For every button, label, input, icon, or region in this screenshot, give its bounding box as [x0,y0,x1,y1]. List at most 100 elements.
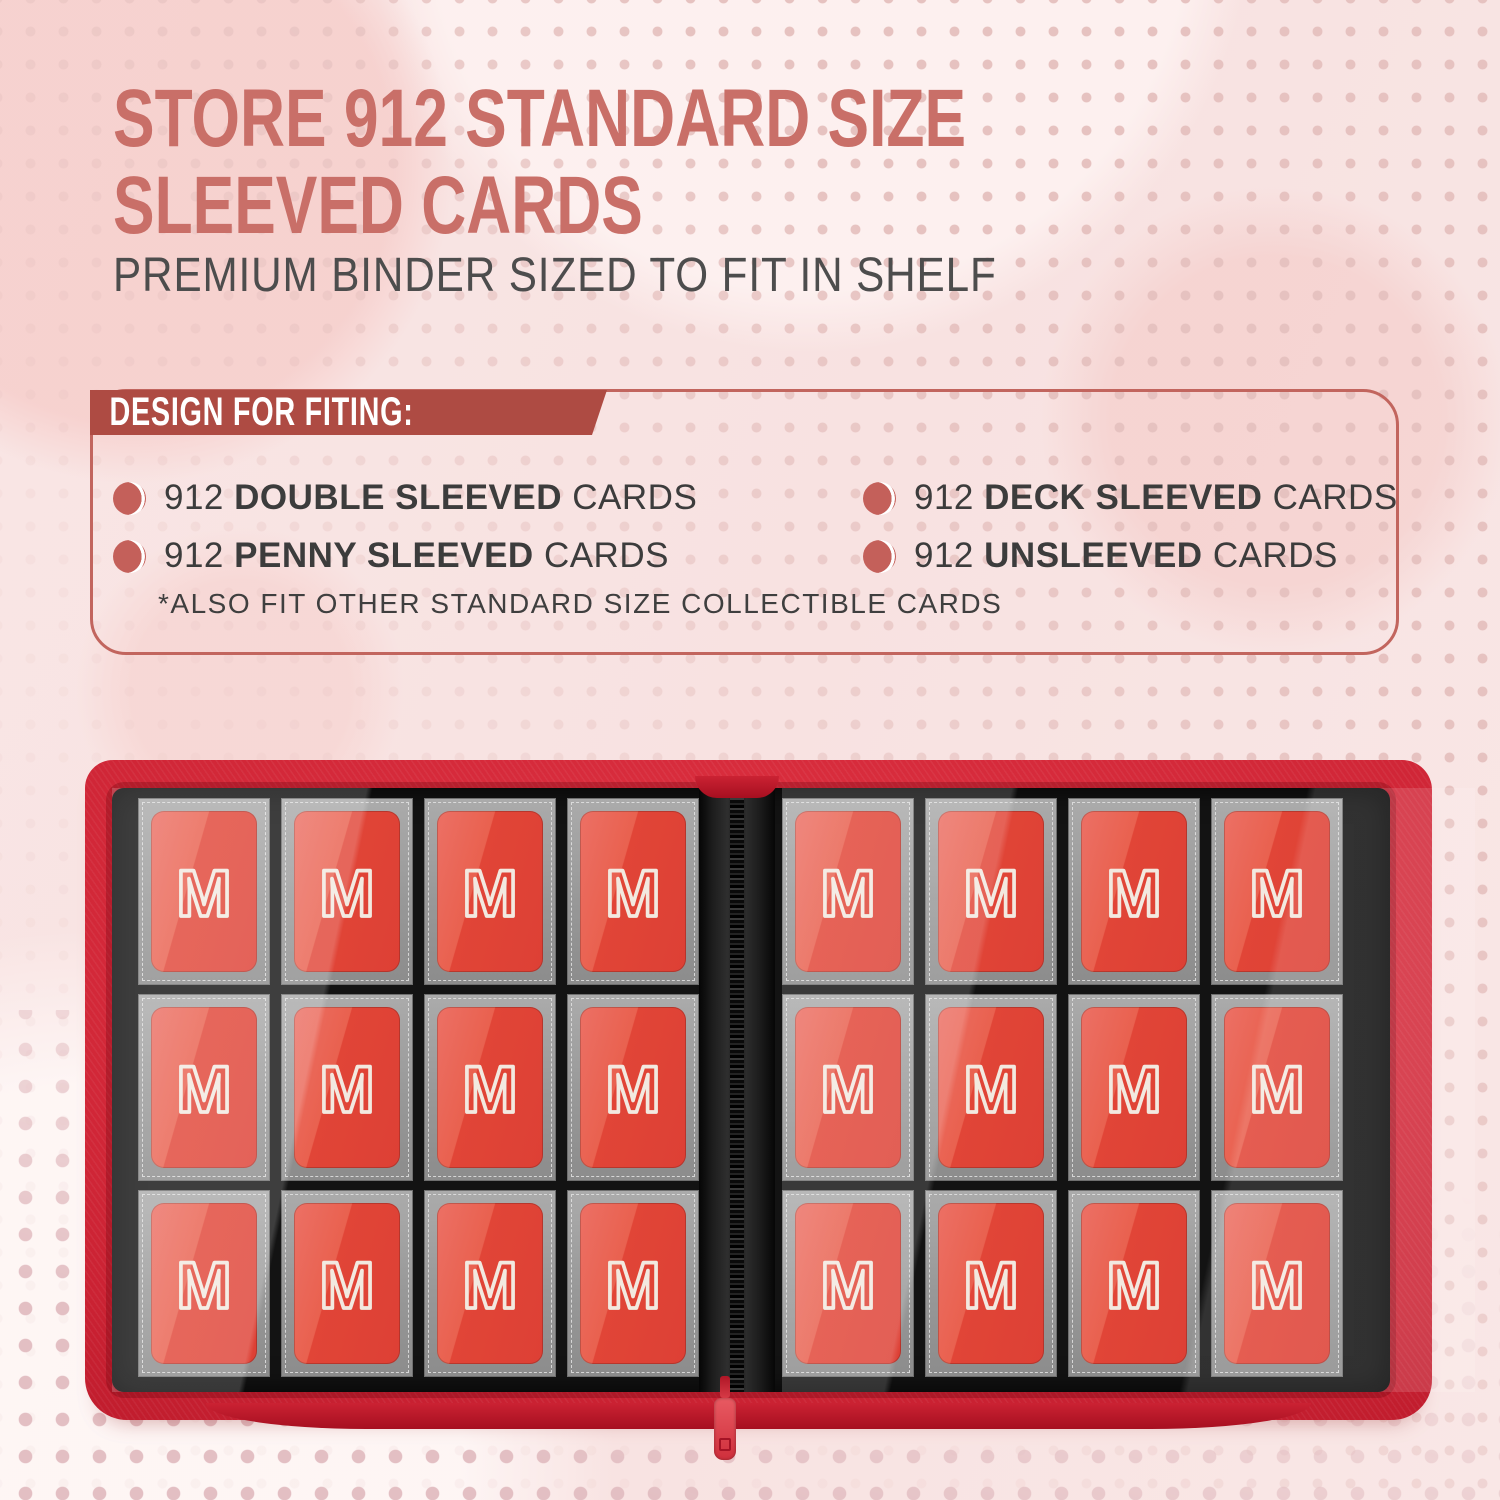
card: M [795,811,901,972]
bullet-icon [113,539,146,573]
svg-text:M: M [606,1256,661,1312]
card-pocket: M [424,994,556,1181]
card-pocket: M [1211,994,1343,1181]
fit-item-label: 912 DECK SLEEVED CARDS [914,478,1398,517]
card: M [294,811,400,972]
svg-text:M: M [320,864,375,920]
svg-text:M: M [964,1256,1019,1312]
fit-item-label: 912 UNSLEEVED CARDS [914,536,1338,575]
card-pocket: M [281,798,413,985]
card: M [580,1007,686,1168]
page-subtitle: PREMIUM BINDER SIZED TO FIT IN SHELF [113,249,997,302]
m-logo-icon: M [1105,1256,1164,1312]
svg-text:M: M [821,864,876,920]
card-pocket: M [1068,994,1200,1181]
m-logo-icon: M [461,1256,520,1312]
svg-text:M: M [821,1256,876,1312]
card-pocket: M [424,1190,556,1377]
title-line-2: SLEEVED CARDS [113,160,643,251]
card-pocket: M [925,798,1057,985]
svg-text:M: M [463,864,518,920]
svg-text:M: M [1107,1256,1162,1312]
card: M [151,1007,257,1168]
card-pocket: M [1211,798,1343,985]
m-logo-icon: M [175,1256,234,1312]
m-logo-icon: M [318,1060,377,1116]
card: M [151,1203,257,1364]
card: M [795,1203,901,1364]
svg-text:M: M [463,1256,518,1312]
card-pocket: M [1068,798,1200,985]
bullet-icon [863,539,896,573]
card: M [1224,1007,1330,1168]
card-pocket: M [281,994,413,1181]
m-logo-icon: M [819,1256,878,1312]
svg-text:M: M [964,1060,1019,1116]
card-pocket: M [925,1190,1057,1377]
svg-text:M: M [177,1256,232,1312]
m-logo-icon: M [1248,1256,1307,1312]
card: M [1081,1007,1187,1168]
fit-box: DESIGN FOR FITING: 912 DOUBLE SLEEVED CA… [90,389,1399,655]
card: M [1224,1203,1330,1364]
svg-text:M: M [177,864,232,920]
m-logo-icon: M [1248,1060,1307,1116]
card: M [294,1203,400,1364]
card-pocket: M [782,798,914,985]
svg-text:M: M [1250,1060,1305,1116]
page-title: STORE 912 STANDARD SIZE SLEEVED CARDS [113,75,966,249]
binder-right-page: M M M [782,798,1343,1377]
m-logo-icon: M [318,1256,377,1312]
m-logo-icon: M [604,1256,663,1312]
card-pocket: M [567,798,699,985]
fit-list-item: 912 PENNY SLEEVED CARDS [113,536,863,575]
fit-list: 912 DOUBLE SLEEVED CARDS 912 DECK SLEEVE… [113,478,1397,575]
card: M [151,811,257,972]
card-pocket: M [782,994,914,1181]
m-logo-icon: M [1248,864,1307,920]
svg-text:M: M [1107,1060,1162,1116]
card: M [580,1203,686,1364]
svg-text:M: M [606,1060,661,1116]
fit-item-label: 912 DOUBLE SLEEVED CARDS [164,478,698,517]
zipper-pull-icon [714,1376,736,1462]
m-logo-icon: M [318,864,377,920]
binder-photo: M M M [85,760,1475,1460]
bullet-icon [113,481,146,515]
svg-text:M: M [964,864,1019,920]
spine-top-dip [695,776,779,798]
card: M [437,1203,543,1364]
svg-text:M: M [606,864,661,920]
fit-box-banner-label: DESIGN FOR FITING: [109,390,414,434]
m-logo-icon: M [1105,1060,1164,1116]
fit-item-label: 912 PENNY SLEEVED CARDS [164,536,669,575]
svg-text:M: M [463,1060,518,1116]
card: M [795,1007,901,1168]
card: M [938,811,1044,972]
m-logo-icon: M [962,1256,1021,1312]
card: M [1081,1203,1187,1364]
m-logo-icon: M [175,864,234,920]
card: M [580,811,686,972]
m-logo-icon: M [604,864,663,920]
svg-text:M: M [821,1060,876,1116]
card-pocket: M [281,1190,413,1377]
svg-text:M: M [1250,864,1305,920]
card-pocket: M [424,798,556,985]
svg-text:M: M [1250,1256,1305,1312]
fit-list-item: 912 DECK SLEEVED CARDS [863,478,1398,517]
card: M [938,1007,1044,1168]
m-logo-icon: M [175,1060,234,1116]
card-pocket: M [567,994,699,1181]
fit-list-item: 912 DOUBLE SLEEVED CARDS [113,478,863,517]
card-pocket: M [138,798,270,985]
m-logo-icon: M [604,1060,663,1116]
title-line-1: STORE 912 STANDARD SIZE [113,73,967,164]
binder-interior: M M M [112,788,1390,1392]
m-logo-icon: M [819,864,878,920]
zipper-pull-neck [720,1376,730,1398]
card-pocket: M [1211,1190,1343,1377]
card: M [294,1007,400,1168]
card-pocket: M [138,994,270,1181]
